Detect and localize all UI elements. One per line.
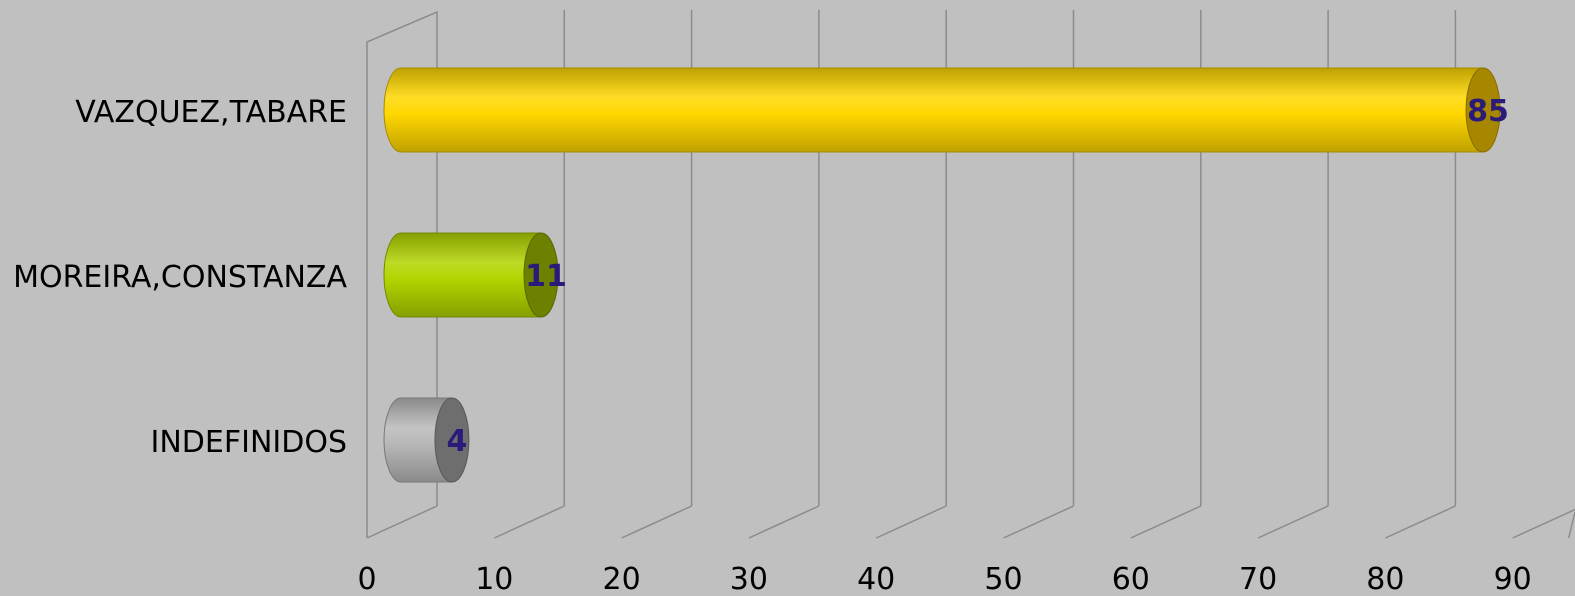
data-label: 11 bbox=[525, 259, 567, 294]
bar-body bbox=[384, 68, 1483, 152]
floor-gridline bbox=[367, 506, 437, 538]
x-tick-label: 90 bbox=[1494, 562, 1532, 596]
x-tick-label: 60 bbox=[1112, 562, 1150, 596]
x-tick-label: 80 bbox=[1366, 562, 1404, 596]
data-label: 85 bbox=[1467, 94, 1509, 129]
x-tick-label: 30 bbox=[730, 562, 768, 596]
category-label: INDEFINIDOS bbox=[151, 425, 348, 460]
bar-body bbox=[384, 233, 541, 317]
floor-gridline bbox=[1004, 506, 1074, 538]
category-labels: VAZQUEZ,TABARE MOREIRA,CONSTANZA INDEFINID… bbox=[13, 95, 347, 460]
x-tick-label: 10 bbox=[475, 562, 513, 596]
category-label: VAZQUEZ,TABARE bbox=[75, 95, 347, 130]
floor-gridline bbox=[1258, 506, 1328, 538]
x-tick-label: 70 bbox=[1239, 562, 1277, 596]
floor-gridline bbox=[749, 506, 819, 538]
floor-gridline bbox=[1131, 506, 1201, 538]
category-label: MOREIRA,CONSTANZA bbox=[13, 260, 347, 295]
x-tick-label: 20 bbox=[603, 562, 641, 596]
floor-gridline bbox=[494, 506, 564, 538]
x-tick-label: 40 bbox=[857, 562, 895, 596]
bar bbox=[384, 68, 1500, 152]
x-tick-labels: 0 10 20 30 40 50 60 70 80 90 bbox=[357, 562, 1531, 596]
floor-gridline bbox=[622, 506, 692, 538]
x-tick-label: 0 bbox=[357, 562, 376, 596]
data-label: 4 bbox=[446, 424, 467, 459]
x-tick-label: 50 bbox=[984, 562, 1022, 596]
floor-gridline bbox=[1569, 512, 1575, 538]
floor-gridline bbox=[1513, 506, 1575, 538]
floor-gridline bbox=[1385, 506, 1455, 538]
floor-gridline bbox=[876, 506, 946, 538]
